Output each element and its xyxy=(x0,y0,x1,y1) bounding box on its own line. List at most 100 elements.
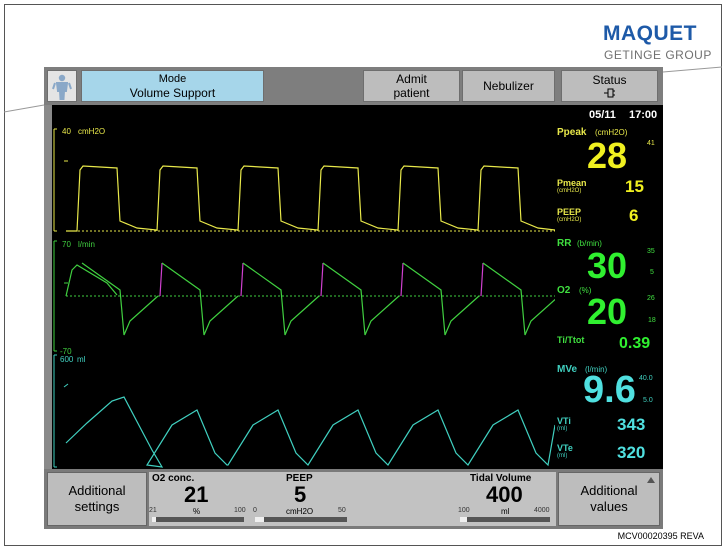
flow-rise-5 xyxy=(480,262,484,297)
peep-unit: (cmH2O) xyxy=(557,217,582,223)
peep-setting[interactable]: PEEP 5 cmH2O 0 50 xyxy=(252,472,352,526)
peep-setting-min: 0 xyxy=(253,507,257,514)
tidal-volume-value: 400 xyxy=(486,482,523,507)
pressure-unit: cmH2O xyxy=(78,127,105,136)
o2-conc-setting[interactable]: O2 conc. 21 % 21 100 xyxy=(149,472,252,526)
additional-settings-label-1: Additional xyxy=(68,483,126,498)
additional-values-label-2: values xyxy=(590,499,628,514)
rr-value: 30 xyxy=(587,245,628,286)
additional-settings-label-2: settings xyxy=(74,499,120,514)
logo-group-text: GETINGE GROUP xyxy=(604,48,712,62)
date: 05/11 xyxy=(589,109,616,121)
status-button[interactable]: Status xyxy=(561,70,658,102)
vti-label: VTi xyxy=(557,416,571,426)
nebulizer-label: Nebulizer xyxy=(483,79,534,93)
waveform-svg: 40 cmH2O 70 l/min -70 600 ml xyxy=(53,127,560,468)
rr-label: RR xyxy=(557,238,572,249)
peep-setting-value: 5 xyxy=(294,482,307,507)
flow-cycle-1 xyxy=(161,262,239,336)
peep-setting-unit: cmH2O xyxy=(286,507,314,516)
peep-setting-max: 50 xyxy=(338,507,346,514)
pressure-scale: 40 xyxy=(62,127,71,136)
admit-patient-button[interactable]: Admit patient xyxy=(363,70,460,102)
ppeak-unit: (cmH2O) xyxy=(595,128,628,137)
o2-limit-hi: 26 xyxy=(647,295,655,302)
ppeak-value: 28 xyxy=(587,135,628,176)
pressure-waveform xyxy=(66,165,556,232)
pmean-unit: (cmH2O) xyxy=(557,188,582,194)
additional-values-label-1: Additional xyxy=(580,483,638,498)
vti-value: 343 xyxy=(617,415,646,434)
flow-rise-4 xyxy=(400,262,404,297)
volume-unit: ml xyxy=(77,355,86,364)
flow-cycle-4 xyxy=(402,262,480,336)
peep-value: 6 xyxy=(629,206,639,225)
vte-label: VTe xyxy=(557,443,573,453)
o2-label: O2 xyxy=(557,285,571,296)
tidal-volume-setting[interactable]: Tidal Volume 400 ml 100 4000 xyxy=(352,472,556,526)
admit-label-2: patient xyxy=(393,86,430,100)
mve-limit-lo: 5.0 xyxy=(643,397,653,404)
mode-value: Volume Support xyxy=(129,86,216,100)
nebulizer-button[interactable]: Nebulizer xyxy=(462,70,555,102)
vti-unit: (ml) xyxy=(557,426,568,432)
flow-rise-1 xyxy=(159,262,163,297)
time: 17:00 xyxy=(629,109,658,121)
pmean-label: Pmean xyxy=(557,178,587,188)
pmean-value: 15 xyxy=(625,177,644,196)
o2-conc-slider[interactable] xyxy=(152,517,244,522)
flow-scale-bottom: -70 xyxy=(60,347,72,356)
battery-plug-icon xyxy=(603,88,615,98)
mve-label: MVe xyxy=(557,364,578,375)
vte-unit: (ml) xyxy=(557,453,568,459)
flow-rise-3 xyxy=(320,262,324,297)
person-icon xyxy=(52,74,72,100)
flow-scale-top: 70 xyxy=(62,240,71,249)
o2-conc-unit: % xyxy=(193,507,201,516)
tidal-volume-slider[interactable] xyxy=(460,517,550,522)
figure-frame xyxy=(4,4,722,546)
volume-scale: 600 xyxy=(60,355,74,364)
flow-decel-0 xyxy=(65,264,118,297)
ventilator-screen: Mode Volume Support Admit patient Nebuli… xyxy=(44,67,663,529)
admit-label-1: Admit xyxy=(396,72,427,86)
patient-category-button[interactable] xyxy=(47,70,77,102)
tidal-volume-title: Tidal Volume xyxy=(470,473,532,484)
flow-cycle-0 xyxy=(81,262,159,336)
ppeak-limit: 41 xyxy=(647,140,655,147)
tidal-volume-unit: ml xyxy=(501,507,510,516)
flow-cycle-5 xyxy=(482,262,560,336)
o2-value: 20 xyxy=(587,291,628,332)
mve-value: 9.6 xyxy=(583,369,636,411)
rr-unit: (b/min) xyxy=(577,239,602,248)
o2-conc-max: 100 xyxy=(234,507,246,514)
tidal-volume-min: 100 xyxy=(458,507,470,514)
volume-waveform xyxy=(65,396,556,468)
rr-limit-lo: 5 xyxy=(650,269,654,276)
mode-button[interactable]: Mode Volume Support xyxy=(81,70,264,102)
measured-values-panel: 05/11 17:00 Ppeak (cmH2O) 28 41 Pmean (c… xyxy=(555,105,663,469)
additional-settings-button[interactable]: Additional settings xyxy=(47,472,147,526)
tidal-volume-max: 4000 xyxy=(534,507,550,514)
flow-cycle-2 xyxy=(242,262,320,336)
waveform-area: 40 cmH2O 70 l/min -70 600 ml xyxy=(52,105,560,469)
o2-limit-lo: 18 xyxy=(648,317,656,324)
flow-cycle-3 xyxy=(322,262,400,336)
peep-label: PEEP xyxy=(557,207,582,217)
o2-conc-title: O2 conc. xyxy=(152,473,195,484)
figure-id: MCV00020395 REVA xyxy=(617,531,704,541)
o2-unit: (%) xyxy=(579,286,592,295)
titot-label: Ti/Ttot xyxy=(557,335,585,345)
vte-value: 320 xyxy=(617,443,646,462)
titot-value: 0.39 xyxy=(619,335,651,352)
peep-slider[interactable] xyxy=(255,517,347,522)
rr-limit-hi: 35 xyxy=(647,248,655,255)
peep-setting-title: PEEP xyxy=(286,473,313,484)
additional-values-button[interactable]: Additional values xyxy=(558,472,660,526)
flow-waveform xyxy=(65,262,560,336)
bottom-bar: Additional settings O2 conc. 21 % 21 100… xyxy=(44,469,663,529)
expand-up-icon xyxy=(647,477,655,483)
mode-label: Mode xyxy=(158,73,187,85)
top-bar: Mode Volume Support Admit patient Nebuli… xyxy=(44,67,663,105)
ppeak-label: Ppeak xyxy=(557,127,587,138)
